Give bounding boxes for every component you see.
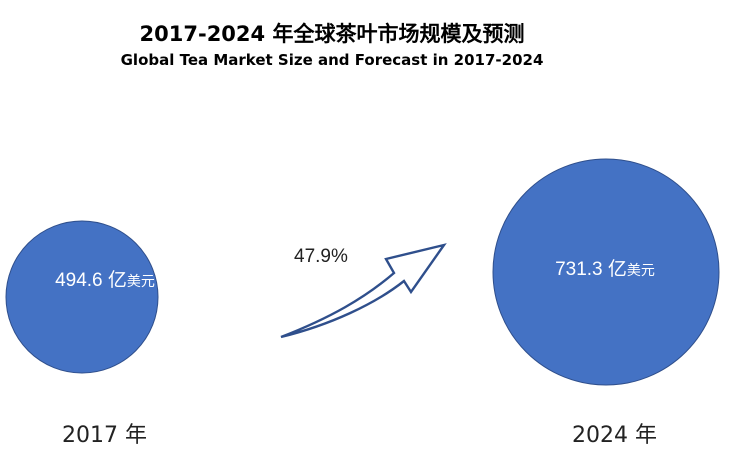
chart-title: 2017-2024 年全球茶叶市场规模及预测 (139, 22, 525, 46)
unit-2017: 美元 (126, 273, 155, 289)
chart-subtitle: Global Tea Market Size and Forecast in 2… (120, 51, 544, 69)
growth-rate-label: 47.9% (294, 246, 348, 267)
growth-arrow-icon (280, 243, 447, 339)
value-label-2024: 731.3 亿美元 (510, 258, 700, 282)
unit-2024: 美元 (626, 262, 655, 278)
value-2017: 494.6 亿 (55, 270, 127, 291)
value-label-2017: 494.6 亿美元 (30, 269, 180, 293)
year-label-2024: 2024 年 (572, 423, 657, 448)
bubble-2024 (492, 158, 720, 386)
bubble-2017 (5, 220, 159, 374)
value-2024: 731.3 亿 (555, 259, 627, 280)
year-label-2017: 2017 年 (62, 423, 147, 448)
